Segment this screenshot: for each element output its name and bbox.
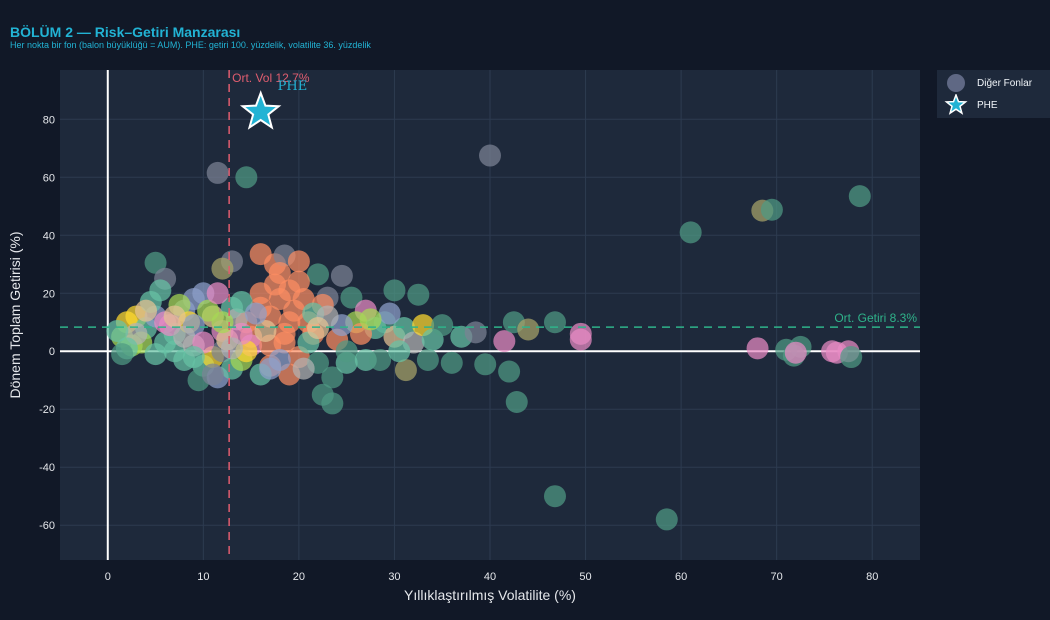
data-point [330, 264, 353, 287]
data-point [369, 348, 392, 371]
data-point [211, 311, 234, 334]
y-tick-label: 60 [43, 172, 55, 184]
data-point [493, 330, 516, 353]
data-point [254, 319, 277, 342]
data-point [211, 257, 234, 280]
y-tick-label: -20 [39, 404, 55, 416]
data-point [206, 282, 229, 305]
x-tick-label: 0 [105, 571, 111, 583]
x-tick-label: 20 [293, 571, 305, 583]
y-tick-label: -60 [39, 520, 55, 532]
data-point [307, 317, 329, 340]
data-point [268, 348, 291, 371]
data-point [505, 390, 528, 413]
data-point [340, 286, 363, 309]
data-point [278, 311, 301, 334]
data-point [543, 485, 566, 508]
y-tick-label: 40 [43, 230, 55, 242]
data-point [173, 325, 196, 348]
data-point [144, 251, 167, 274]
legend[interactable]: Diğer Fonlar PHE [937, 70, 1050, 118]
data-point [111, 343, 134, 366]
chart-subtitle: Her nokta bir fon (balon büyüklüğü = AUM… [10, 40, 371, 50]
data-point [335, 340, 358, 363]
data-point [679, 221, 702, 244]
x-tick-label: 40 [484, 571, 496, 583]
data-point [479, 144, 501, 167]
data-point [321, 392, 344, 415]
data-point [407, 283, 430, 306]
data-point [244, 302, 267, 325]
y-tick-label: 0 [49, 346, 55, 358]
data-point [144, 343, 167, 366]
data-point [746, 337, 769, 360]
legend-label-other: Diğer Fonlar [977, 77, 1033, 89]
phe-star-marker [239, 90, 282, 130]
data-point [388, 340, 411, 363]
data-point [201, 363, 224, 386]
data-point [106, 319, 129, 342]
data-point [383, 279, 406, 302]
data-point [498, 360, 521, 383]
data-point [464, 321, 487, 344]
y-tick-label: 80 [43, 114, 55, 126]
data-point [321, 366, 344, 389]
data-point [655, 508, 678, 531]
data-point [848, 185, 871, 208]
data-point [264, 273, 286, 296]
data-point [182, 346, 205, 369]
legend-marker-other-icon [947, 74, 965, 92]
data-point [416, 348, 439, 371]
data-point [760, 198, 783, 221]
legend-item-phe[interactable]: PHE [943, 94, 998, 116]
y-tick-label: 20 [43, 288, 55, 300]
data-point [784, 341, 807, 364]
x-tick-label: 30 [388, 571, 400, 583]
mean-vol-label: Ort. Vol 12.7% [232, 71, 310, 85]
y-axis-title: Dönem Toplam Getirisi (%) [7, 231, 23, 398]
data-point [307, 263, 329, 286]
x-tick-label: 50 [579, 571, 591, 583]
data-point [543, 311, 566, 334]
data-point [221, 337, 243, 360]
legend-label-phe: PHE [977, 99, 998, 111]
data-point [149, 279, 172, 302]
data-point [378, 302, 401, 325]
x-tick-label: 60 [675, 571, 687, 583]
data-point [235, 166, 258, 189]
data-point [359, 308, 382, 331]
data-point [163, 305, 186, 328]
data-point [474, 353, 497, 376]
legend-item-other[interactable]: Diğer Fonlar [943, 72, 1032, 94]
legend-marker-phe-star-icon [944, 94, 968, 115]
chart-title: BÖLÜM 2 — Risk–Getiri Manzarası [10, 24, 241, 40]
data-point [440, 351, 463, 374]
y-tick-label: -40 [39, 462, 55, 474]
data-point [287, 270, 310, 293]
mean-return-label: Ort. Getiri 8.3% [834, 311, 917, 325]
x-tick-label: 10 [197, 571, 209, 583]
x-tick-label: 70 [771, 571, 783, 583]
data-point [840, 346, 863, 369]
data-point [431, 314, 454, 337]
x-tick-label: 80 [866, 571, 878, 583]
phe-label: PHE [278, 79, 308, 94]
data-point [569, 328, 592, 351]
data-point [517, 318, 540, 341]
data-point [394, 359, 417, 382]
data-point [287, 250, 310, 273]
x-axis-title: Yıllıklaştırılmış Volatilite (%) [404, 587, 576, 603]
data-point [292, 357, 315, 380]
data-point [135, 299, 157, 322]
data-point [206, 161, 229, 184]
